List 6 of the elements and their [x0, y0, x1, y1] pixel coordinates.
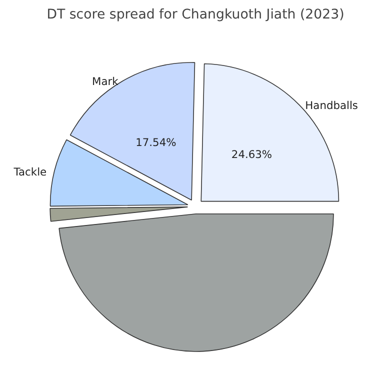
slice-label: Mark: [92, 75, 120, 88]
data-label: 24.63%: [231, 148, 272, 162]
data-label: 17.54%: [136, 136, 176, 150]
chart-title: DT score spread for Changkuoth Jiath (2023): [46, 8, 344, 22]
slice-label: Tackle: [12, 166, 47, 179]
slice-label: Handballs: [305, 99, 358, 112]
